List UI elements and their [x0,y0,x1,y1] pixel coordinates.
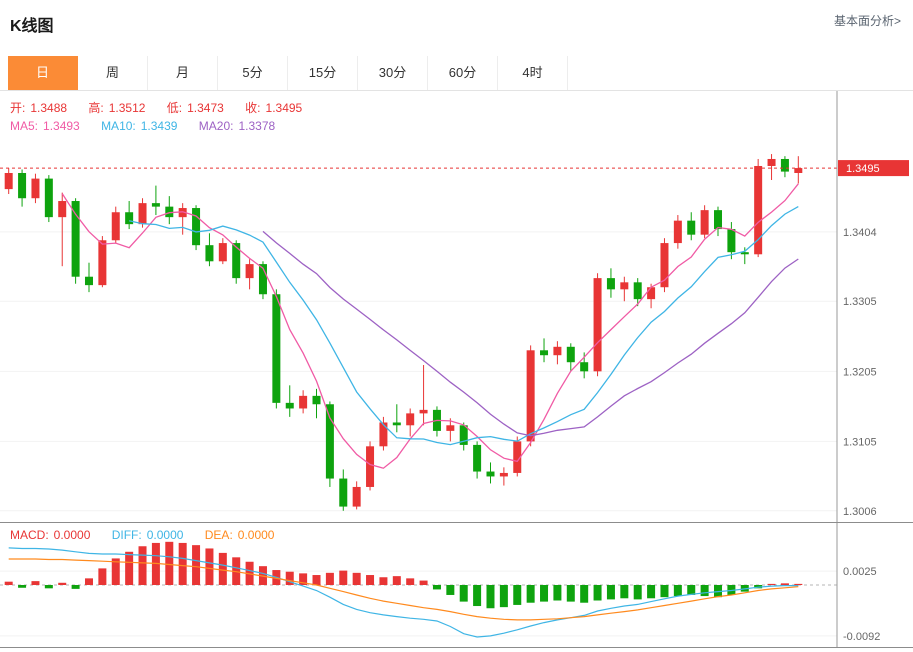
price-axis-label: 1.3305 [843,296,877,308]
macd-histogram [4,541,803,609]
header: K线图 基本面分析> [0,0,913,44]
tab-周[interactable]: 周 [78,56,148,90]
tab-5分[interactable]: 5分 [218,56,288,90]
tab-4时[interactable]: 4时 [498,56,568,90]
timeframe-tabs: 日周月 5分 15分 30分 60分 4时 [0,56,913,91]
tab-月[interactable]: 月 [148,56,218,90]
page-title: K线图 [10,18,54,35]
candlestick-panel: 1.3404 1.3305 1.3205 1.3105 1.3006 1.3495 开: 1… [0,91,913,522]
macd-lines [8,547,799,638]
macd-chart[interactable]: 0.0025 -0.0092 [0,523,913,647]
tab-30分[interactable]: 30分 [358,56,428,90]
macd-panel: 0.0025 -0.0092 MACD: 0.0000 DIFF: 0.0000 DE… [0,522,913,648]
tab-15分[interactable]: 15分 [288,56,358,90]
price-axis-label: 1.3006 [843,506,877,518]
current-price-badge [838,160,909,177]
current-price-badge-label: 1.3495 [846,163,880,175]
price-axis-label: 1.3205 [843,366,877,378]
fundamental-analysis-link[interactable]: 基本面分析> [833,14,901,28]
macd-axis-label: -0.0092 [843,631,880,643]
price-axis-label: 1.3404 [843,227,877,239]
tab-日[interactable]: 日 [8,56,78,90]
main-grid: 1.3404 1.3305 1.3205 1.3105 1.3006 [0,227,877,518]
price-axis-label: 1.3105 [843,436,877,448]
main-chart[interactable]: 1.3404 1.3305 1.3205 1.3105 1.3006 1.3495 [0,91,913,522]
macd-axis-label: 0.0025 [843,566,877,578]
ma-lines [61,183,799,469]
tab-60分[interactable]: 60分 [428,56,498,90]
candles [4,154,803,511]
